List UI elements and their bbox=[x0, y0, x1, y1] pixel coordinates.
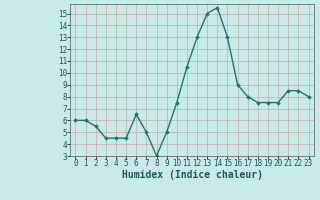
X-axis label: Humidex (Indice chaleur): Humidex (Indice chaleur) bbox=[122, 170, 262, 180]
